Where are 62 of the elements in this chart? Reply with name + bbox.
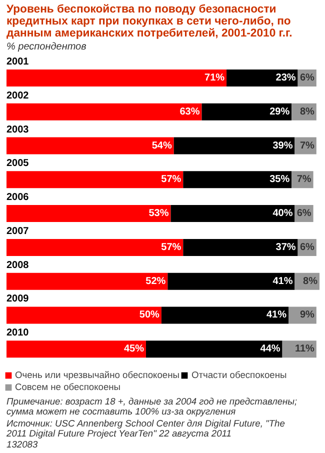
y-tick-label: 2001 bbox=[6, 56, 30, 68]
bar bbox=[6, 205, 171, 222]
data-label: 11% bbox=[294, 344, 315, 355]
bar bbox=[6, 70, 227, 86]
data-label: 9% bbox=[300, 310, 315, 321]
data-label: 63% bbox=[180, 106, 200, 118]
data-label: 52% bbox=[146, 276, 166, 287]
data-label: 41% bbox=[266, 310, 287, 321]
data-label: 71% bbox=[204, 72, 225, 84]
bar bbox=[170, 205, 295, 222]
bar bbox=[226, 70, 298, 86]
y-tick-label: 2009 bbox=[6, 294, 30, 305]
data-label: 8% bbox=[303, 276, 318, 287]
data-label: 54% bbox=[152, 140, 172, 152]
data-label: 57% bbox=[161, 174, 182, 186]
data-label: 44% bbox=[260, 344, 280, 355]
data-label: 39% bbox=[272, 140, 293, 152]
bar bbox=[6, 272, 168, 290]
text: Примечание: возраст 18 +, данные за 2004 год не представлены; сумма может не составить 100% из-за округления bbox=[6, 396, 298, 416]
data-label: 6% bbox=[296, 208, 312, 220]
data-label: 6% bbox=[300, 72, 315, 84]
data-label: 8% bbox=[300, 106, 315, 118]
data-label: 7% bbox=[296, 174, 312, 186]
legend-label: Совсем не обеспокоены bbox=[15, 381, 120, 392]
bar bbox=[183, 238, 298, 256]
data-label: 6% bbox=[300, 242, 315, 253]
legend-label: Очень или чрезвычайно обеспокоены bbox=[15, 369, 180, 380]
legend-label: Отчасти обеспокоены bbox=[191, 369, 287, 380]
bar bbox=[6, 171, 184, 188]
bar bbox=[6, 103, 202, 120]
bar bbox=[6, 137, 174, 154]
bar bbox=[174, 137, 295, 154]
data-label: 45% bbox=[124, 344, 144, 355]
bar bbox=[6, 340, 146, 358]
data-label: 29% bbox=[270, 106, 290, 118]
bar bbox=[6, 306, 162, 324]
data-label: 53% bbox=[148, 208, 169, 220]
bar bbox=[6, 238, 184, 256]
y-tick-label: 2010 bbox=[6, 328, 30, 339]
y-tick-label: 2005 bbox=[6, 158, 30, 170]
y-tick-label: 2007 bbox=[6, 226, 30, 237]
data-label: 35% bbox=[270, 174, 290, 186]
data-label: 41% bbox=[272, 276, 293, 287]
data-label: 23% bbox=[276, 72, 296, 84]
bar bbox=[168, 272, 295, 290]
y-tick-label: 2006 bbox=[6, 192, 30, 204]
data-label: 50% bbox=[139, 310, 160, 321]
y-tick-label: 2008 bbox=[6, 260, 30, 271]
bar bbox=[146, 340, 282, 358]
y-tick-label: 2002 bbox=[6, 90, 30, 102]
data-label: 37% bbox=[276, 242, 296, 253]
chart-title: Уровень беспокойства по поводу безопасности кредитных карт при покупках в сети чего-либо, по данным американских потребителей, 2001-2010 г.г. bbox=[6, 4, 292, 40]
bar bbox=[202, 103, 292, 120]
bar bbox=[183, 171, 292, 188]
data-label: 57% bbox=[161, 242, 182, 253]
bar bbox=[161, 306, 289, 324]
data-label: 7% bbox=[300, 140, 315, 152]
text: Источник: USC Annenberg School Center для Digital Future, "The 2011 Digital Future Project YearTen" 22 августа 2011 bbox=[6, 418, 285, 438]
text: 132083 bbox=[6, 440, 38, 450]
y-tick-label: 2003 bbox=[6, 124, 30, 136]
data-label: 40% bbox=[272, 208, 293, 220]
chart-subtitle: % респондентов bbox=[6, 42, 86, 52]
